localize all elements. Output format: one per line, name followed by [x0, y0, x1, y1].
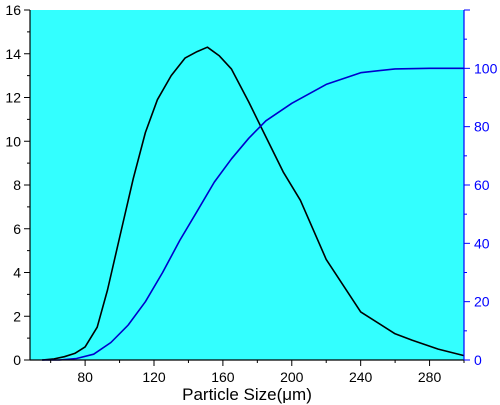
right-y-tick-label: 20 [474, 294, 490, 310]
x-tick-label: 240 [349, 369, 373, 385]
left-y-tick-label: 2 [13, 308, 21, 324]
x-tick-label: 280 [418, 369, 442, 385]
left-y-tick-label: 16 [5, 2, 21, 18]
plot-area [30, 10, 464, 360]
x-tick-label: 200 [280, 369, 304, 385]
left-y-tick-label: 8 [13, 177, 21, 193]
frequency-distribution-line [42, 46, 465, 361]
left-y-tick-label: 10 [5, 133, 21, 149]
series-layer [42, 46, 465, 361]
right-y-tick-label: 60 [474, 177, 490, 193]
left-y-tick-label: 14 [5, 46, 21, 62]
right-y-tick-label: 80 [474, 119, 490, 135]
right-y-tick-label: 0 [474, 352, 482, 368]
left-y-tick-label: 4 [13, 265, 21, 281]
ticks-layer: 80 120 160 200 240 28002468101214160204060801… [5, 2, 497, 385]
x-tick-label: 80 [77, 369, 93, 385]
left-y-tick-label: 12 [5, 90, 21, 106]
right-y-tick-label: 100 [474, 60, 498, 76]
left-y-tick-label: 6 [13, 221, 21, 237]
left-y-tick-label: 0 [13, 352, 21, 368]
x-tick-label: 160 [211, 369, 235, 385]
right-y-tick-label: 40 [474, 235, 490, 251]
x-tick-label: 120 [142, 369, 166, 385]
cumulative-distribution-line [42, 67, 464, 361]
x-axis-title: Particle Size(μm) [182, 385, 312, 404]
